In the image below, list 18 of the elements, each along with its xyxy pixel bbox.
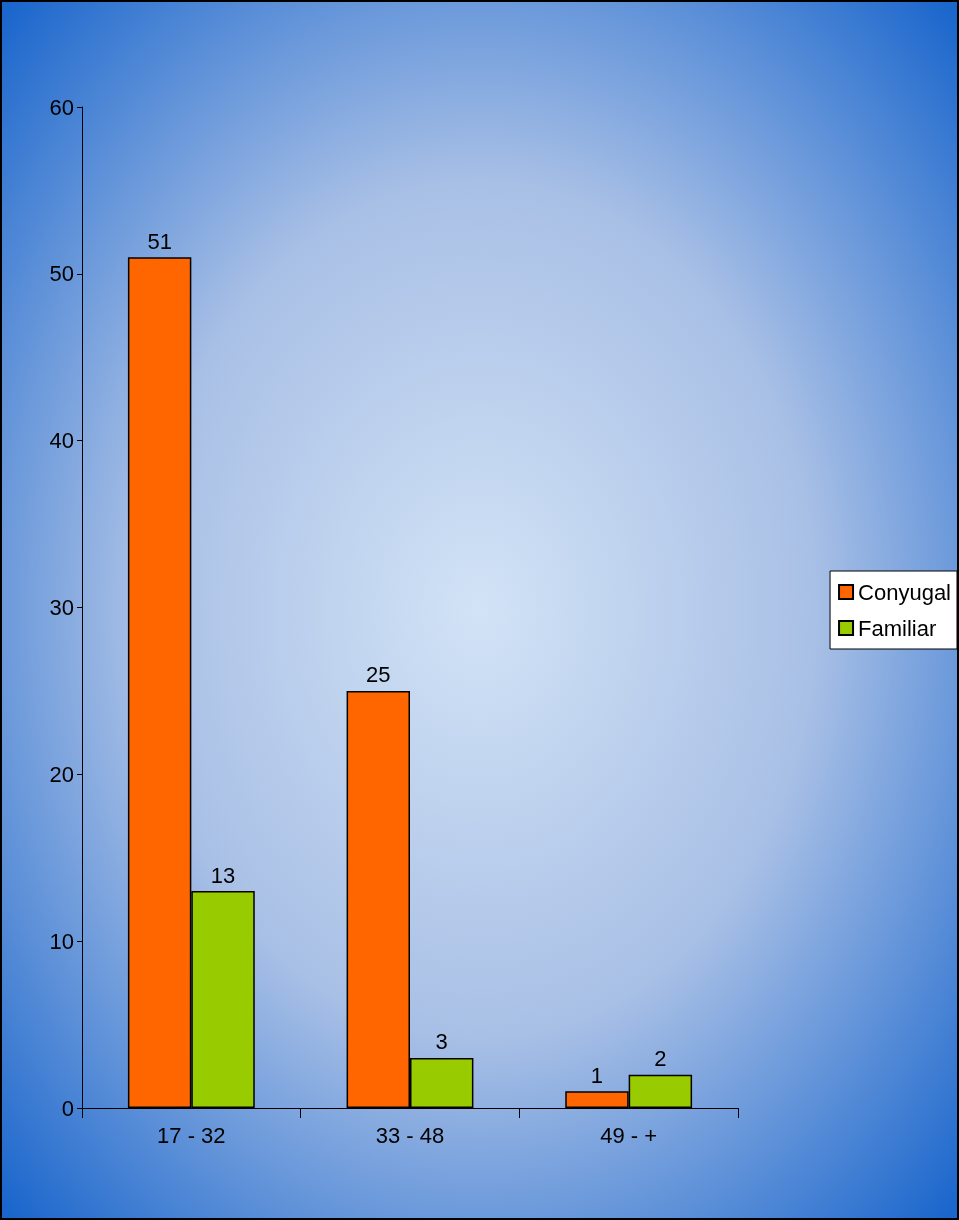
data-label: 2 <box>654 1046 667 1072</box>
x-tick-label: 49 - + <box>600 1122 658 1148</box>
data-label: 25 <box>366 662 391 688</box>
y-tick-label: 30 <box>49 595 74 620</box>
y-tick-label: 40 <box>49 428 74 454</box>
data-label: 13 <box>210 862 236 888</box>
data-label: 51 <box>147 228 172 254</box>
legend-label: Familiar <box>858 615 937 641</box>
y-tick-label: 50 <box>49 261 74 287</box>
y-tick-label: 10 <box>49 928 74 954</box>
y-tick-label: 0 <box>61 1095 74 1121</box>
x-tick-label: 33 - 48 <box>375 1122 445 1148</box>
y-tick-label: 20 <box>49 761 74 787</box>
x-tick-label: 17 - 32 <box>157 1122 226 1148</box>
data-label: 3 <box>435 1029 448 1055</box>
data-label: 1 <box>590 1062 604 1088</box>
legend-label: Conyugal <box>858 579 951 605</box>
y-tick-label: 60 <box>49 94 74 120</box>
